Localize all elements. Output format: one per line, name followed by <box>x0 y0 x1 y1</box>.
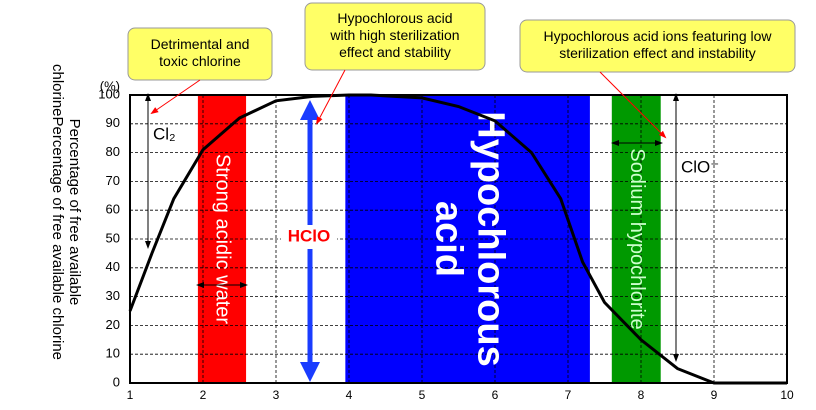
x-tick-label: 1 <box>127 388 134 402</box>
y-tick-label: 70 <box>106 173 120 188</box>
y-tick-label: 50 <box>106 230 120 245</box>
annotation-box <box>519 19 796 73</box>
region-label: acid <box>428 201 470 277</box>
region-label: Strong acidic water <box>212 154 234 324</box>
annotation-box <box>304 2 486 71</box>
annotation-text: Detrimental and <box>151 36 250 52</box>
annotation-text: Hypochlorous acid <box>337 10 452 26</box>
region-label: Sodium hypochlorite <box>626 148 648 329</box>
annotation-text: sterilization effect and instability <box>559 45 756 61</box>
annotation-arrow <box>316 69 346 125</box>
x-tick-label: 10 <box>780 388 794 402</box>
y-tick-label: 20 <box>106 317 120 332</box>
y-tick-label: 30 <box>106 288 120 303</box>
y-tick-label: 0 <box>113 374 120 389</box>
species-label: Cl₂ <box>153 124 176 143</box>
y-unit: (%) <box>100 78 120 93</box>
species-label: ClO⁻ <box>681 157 719 176</box>
x-tick-label: 9 <box>711 388 718 402</box>
y-tick-label: 100 <box>98 86 120 101</box>
x-tick-label: 3 <box>273 388 280 402</box>
x-tick-label: 8 <box>638 388 645 402</box>
annotation-text: toxic chlorine <box>159 53 241 69</box>
y-tick-label: 80 <box>106 144 120 159</box>
y-tick-label: 10 <box>106 346 120 361</box>
x-tick-label: 2 <box>200 388 207 402</box>
annotation-text: with high sterilization <box>329 27 459 43</box>
y-tick-label: 90 <box>106 115 120 130</box>
annotation-arrow <box>599 71 667 139</box>
x-tick-label: 4 <box>346 388 353 402</box>
annotation-text: effect and stability <box>339 44 451 60</box>
plot-frame <box>129 94 788 384</box>
x-tick-label: 7 <box>565 388 572 402</box>
y-axis-title: Percentage of free available chlorinePer… <box>49 63 83 360</box>
x-tick-label: 6 <box>492 388 499 402</box>
region-label: Hypochlorous <box>469 111 511 366</box>
data-line <box>128 93 787 385</box>
label-bg <box>281 225 337 249</box>
y-tick-label: 40 <box>106 259 120 274</box>
annotation-text: Hypochlorous acid ions featuring low <box>543 28 772 44</box>
y-tick-label: 60 <box>106 202 120 217</box>
species-label: HClO <box>288 226 331 245</box>
annotation-arrow <box>150 79 201 115</box>
x-tick-label: 5 <box>419 388 426 402</box>
